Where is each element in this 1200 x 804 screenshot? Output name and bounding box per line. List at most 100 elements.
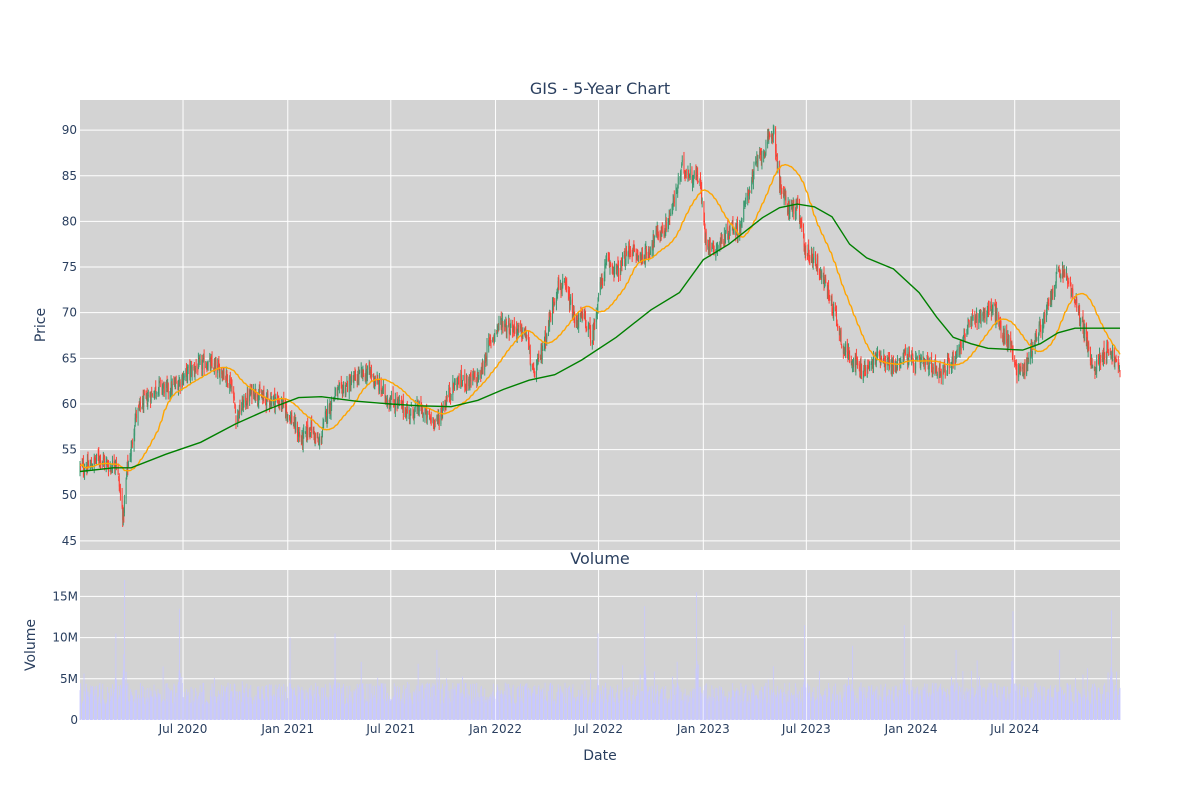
candle-body (451, 396, 452, 397)
volume-bar (590, 673, 591, 720)
volume-bar (785, 694, 786, 720)
volume-bar (307, 699, 308, 720)
candle-decreasing (234, 393, 235, 401)
candle-increasing (506, 325, 507, 338)
candle-increasing (1036, 337, 1037, 341)
volume-bar (566, 688, 567, 720)
candle-body (391, 395, 392, 400)
volume-bar (722, 693, 723, 720)
candle-increasing (773, 125, 774, 134)
candle-body (1048, 303, 1049, 304)
volume-bar (407, 682, 408, 720)
candle-body (433, 419, 434, 426)
candle-body (148, 395, 149, 396)
volume-bar (817, 686, 818, 720)
candle-decreasing (439, 414, 440, 430)
candle-decreasing (710, 237, 711, 256)
candle-decreasing (518, 323, 519, 333)
candle-body (743, 208, 744, 220)
candle-decreasing (674, 190, 675, 206)
candle-body (877, 350, 878, 355)
volume-bar (977, 660, 978, 720)
candle-body (550, 316, 551, 320)
candle-body (526, 335, 527, 336)
candle-body (606, 258, 607, 260)
candle-body (495, 331, 496, 335)
volume-bar (893, 703, 894, 720)
volume-bar (793, 695, 794, 720)
volume-bar (495, 699, 496, 720)
candle-decreasing (228, 383, 229, 388)
candle-decreasing (168, 382, 169, 399)
volume-bar (622, 665, 623, 720)
volume-bar (323, 688, 324, 720)
candle-decreasing (176, 376, 177, 384)
candle-body (1024, 360, 1025, 373)
candle-decreasing (554, 298, 555, 305)
volume-bar (682, 700, 683, 720)
candle-body (491, 341, 492, 344)
volume-bar (646, 686, 647, 720)
candle-body (216, 364, 217, 372)
candle-body (359, 371, 360, 372)
candle-body (570, 300, 571, 304)
volume-bar (953, 682, 954, 720)
candle-increasing (789, 199, 790, 219)
candle-body (662, 226, 663, 233)
candle-body (234, 396, 235, 400)
candle-body (100, 458, 101, 464)
volume-bar (674, 695, 675, 720)
candle-body (1032, 351, 1033, 356)
volume-bar (1080, 697, 1081, 720)
candle-decreasing (1011, 341, 1012, 350)
volume-bar (965, 691, 966, 720)
candle-body (773, 128, 774, 132)
volume-bar (1013, 611, 1014, 720)
volume-bar (570, 692, 571, 720)
volume-bar (112, 684, 113, 720)
candle-decreasing (152, 393, 153, 398)
candle-body (578, 318, 579, 328)
volume-bar (240, 692, 241, 720)
volume-bar (913, 701, 914, 720)
volume-bar (200, 685, 201, 720)
candle-body (825, 279, 826, 283)
volume-bar (805, 687, 806, 720)
candle-body (299, 434, 300, 438)
volume-bar (299, 692, 300, 720)
volume-bar (614, 702, 615, 720)
candle-decreasing (435, 419, 436, 428)
candle-increasing (192, 365, 193, 381)
candle-increasing (758, 155, 759, 171)
candle-increasing (578, 313, 579, 333)
candle-body (861, 370, 862, 379)
candle-body (642, 254, 643, 263)
candle-increasing (126, 477, 127, 504)
candle-increasing (358, 367, 359, 386)
volume-bar (204, 690, 205, 720)
volume-bar (108, 693, 109, 720)
candle-increasing (271, 396, 272, 407)
candle-decreasing (471, 370, 472, 388)
candle-body (411, 406, 412, 407)
volume-bar (1017, 686, 1018, 720)
candle-body (243, 396, 244, 402)
candle-decreasing (750, 190, 751, 193)
candle-increasing (190, 361, 191, 384)
candle-decreasing (132, 439, 133, 448)
candle-body (196, 365, 197, 367)
volume-bar (1005, 698, 1006, 720)
volume-bar (172, 703, 173, 720)
candle-decreasing (634, 244, 635, 252)
candle-decreasing (658, 231, 659, 240)
price-plot-background (80, 100, 1120, 550)
candle-increasing (654, 235, 655, 247)
candle-body (502, 320, 503, 321)
candle-increasing (1005, 326, 1006, 345)
candle-decreasing (538, 350, 539, 361)
candle-body (291, 415, 292, 423)
candle-body (941, 372, 942, 378)
volume-bar (1001, 687, 1002, 720)
candle-increasing (410, 408, 411, 416)
volume-bar (905, 684, 906, 720)
